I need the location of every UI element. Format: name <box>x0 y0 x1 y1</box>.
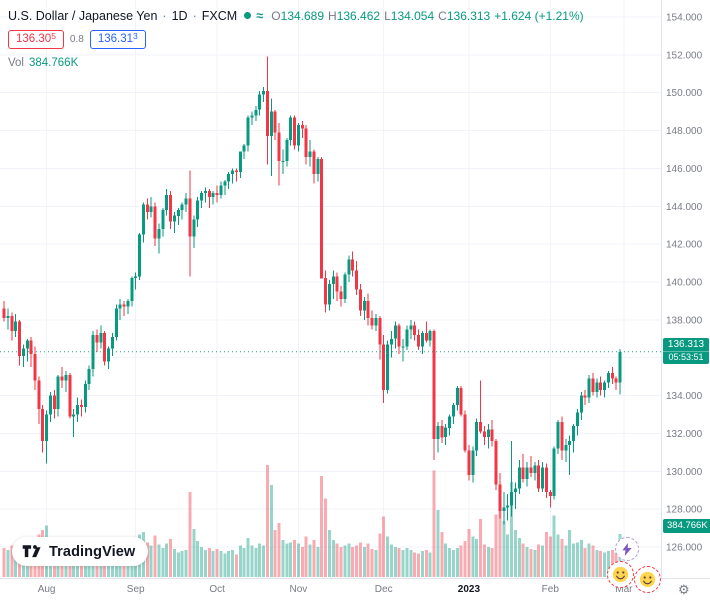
open-label: O <box>271 8 281 23</box>
sell-button[interactable]: 136.305 <box>8 30 64 49</box>
svg-text:Mar: Mar <box>615 584 633 595</box>
smiley-face-icon <box>639 571 656 588</box>
symbol-title[interactable]: U.S. Dollar / Japanese Yen <box>8 8 158 23</box>
volume-badge: 384.766K <box>663 518 710 533</box>
svg-text:154.000: 154.000 <box>666 13 703 24</box>
svg-text:152.000: 152.000 <box>666 50 703 61</box>
low-label: L <box>384 8 391 23</box>
low-value: 134.054 <box>390 8 435 23</box>
svg-text:Aug: Aug <box>38 584 56 595</box>
smiley-face-icon <box>612 566 629 583</box>
svg-text:Dec: Dec <box>375 584 393 595</box>
ohlc-values: O134.689 H136.462 L134.054 C136.313 +1.6… <box>271 9 583 23</box>
buy-button[interactable]: 136.313 <box>89 30 146 49</box>
emoji-reaction-button[interactable] <box>607 561 634 588</box>
tradingview-watermark[interactable]: TradingView <box>12 537 149 566</box>
approximate-data-icon[interactable]: ≈ <box>256 8 264 23</box>
svg-text:140.000: 140.000 <box>666 278 703 289</box>
svg-text:130.000: 130.000 <box>666 467 703 478</box>
high-label: H <box>328 8 337 23</box>
time-axis-divider <box>0 578 710 579</box>
emoji-reaction-button[interactable] <box>634 566 661 593</box>
svg-text:132.000: 132.000 <box>666 429 703 440</box>
svg-text:Sep: Sep <box>127 584 145 595</box>
separator: · <box>192 8 197 23</box>
svg-text:134.000: 134.000 <box>666 391 703 402</box>
last-price-badge: 136.313 05:53:51 <box>663 338 709 365</box>
volume-row: Vol 384.766K <box>8 57 584 69</box>
svg-text:Nov: Nov <box>290 584 308 595</box>
svg-text:150.000: 150.000 <box>666 88 703 99</box>
market-status-dot-icon[interactable] <box>244 12 252 19</box>
last-price-value: 136.313 <box>667 339 705 351</box>
price-axis-divider <box>661 0 662 578</box>
svg-text:Oct: Oct <box>209 584 225 595</box>
volume-label[interactable]: Vol <box>8 57 24 69</box>
change-value: +1.624 (+1.21%) <box>494 8 584 23</box>
svg-text:144.000: 144.000 <box>666 202 703 213</box>
price-axis[interactable]: 154.000 152.000 150.000 148.000 146.000 144.0… <box>38 13 703 596</box>
tradingview-wordmark: TradingView <box>49 543 136 560</box>
close-label: C <box>438 8 447 23</box>
svg-text:126.000: 126.000 <box>666 543 703 554</box>
svg-text:146.000: 146.000 <box>666 164 703 175</box>
svg-text:128.000: 128.000 <box>666 505 703 516</box>
tradingview-logo-icon <box>22 545 41 558</box>
grid-layer <box>0 0 661 578</box>
volume-value: 384.766K <box>29 57 79 69</box>
candles-layer[interactable] <box>2 56 622 525</box>
spread-value: 0.8 <box>69 34 84 45</box>
svg-text:138.000: 138.000 <box>666 315 703 326</box>
high-value: 136.462 <box>336 8 381 23</box>
chart-legend: U.S. Dollar / Japanese Yen · 1D · FXCM ≈… <box>8 8 584 69</box>
svg-text:2023: 2023 <box>458 584 481 595</box>
open-value: 134.689 <box>280 8 325 23</box>
symbol-row: U.S. Dollar / Japanese Yen · 1D · FXCM ≈… <box>8 8 584 23</box>
exchange-label[interactable]: FXCM <box>201 8 238 23</box>
svg-text:Feb: Feb <box>542 584 560 595</box>
lightning-icon <box>622 542 632 556</box>
bid-ask-row: 136.305 0.8 136.313 <box>8 30 584 49</box>
separator: · <box>162 8 167 23</box>
bar-countdown: 05:53:51 <box>663 351 709 363</box>
interval-label[interactable]: 1D <box>171 8 188 23</box>
svg-text:148.000: 148.000 <box>666 126 703 137</box>
close-value: 136.313 <box>446 8 491 23</box>
svg-text:142.000: 142.000 <box>666 240 703 251</box>
time-axis-settings-gear-icon[interactable]: ⚙ <box>678 582 690 597</box>
lightning-button[interactable] <box>615 537 639 561</box>
